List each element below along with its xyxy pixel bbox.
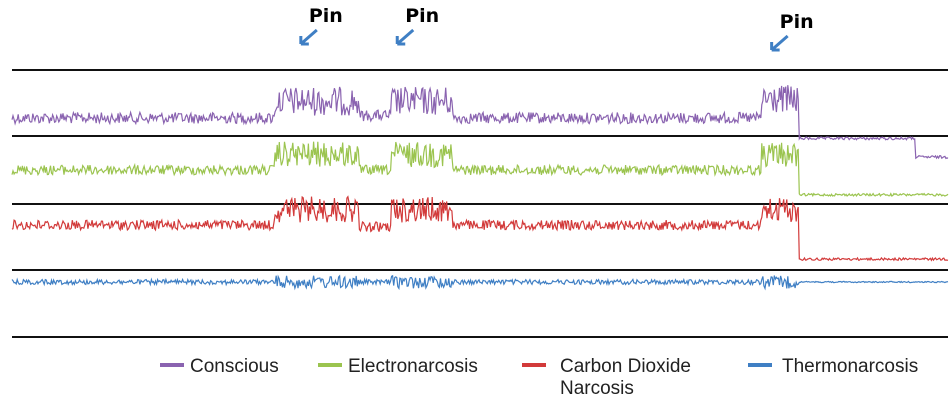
pin-label: Pin bbox=[309, 5, 343, 27]
pin-annotations: Pin Pin Pin bbox=[299, 5, 814, 52]
series-carbon-dioxide-narcosis bbox=[11, 195, 949, 262]
legend-label-carbon-dioxide: Carbon Dioxide Narcosis bbox=[560, 356, 696, 397]
legend: Conscious Electronarcosis Carbon Dioxide… bbox=[160, 356, 918, 397]
legend-label-carbon-dioxide-text-2: Narcosis bbox=[560, 378, 634, 397]
series-thermonarcosis bbox=[11, 274, 949, 291]
pin-arrow-icon bbox=[395, 28, 415, 46]
legend-label-carbon-dioxide-text: Carbon Dioxide bbox=[560, 356, 691, 377]
series-conscious bbox=[11, 85, 949, 160]
pin-label: Pin bbox=[405, 5, 439, 27]
legend-label-thermonarcosis: Thermonarcosis bbox=[782, 356, 918, 377]
pin-label: Pin bbox=[780, 11, 814, 33]
series-layer bbox=[11, 85, 949, 291]
legend-label-conscious: Conscious bbox=[190, 356, 279, 377]
gridlines bbox=[12, 69, 948, 338]
pin-arrow-icon bbox=[770, 34, 789, 52]
legend-label-electronarcosis: Electronarcosis bbox=[348, 356, 478, 377]
series-electronarcosis bbox=[11, 141, 949, 198]
pin-arrow-icon bbox=[299, 28, 318, 46]
